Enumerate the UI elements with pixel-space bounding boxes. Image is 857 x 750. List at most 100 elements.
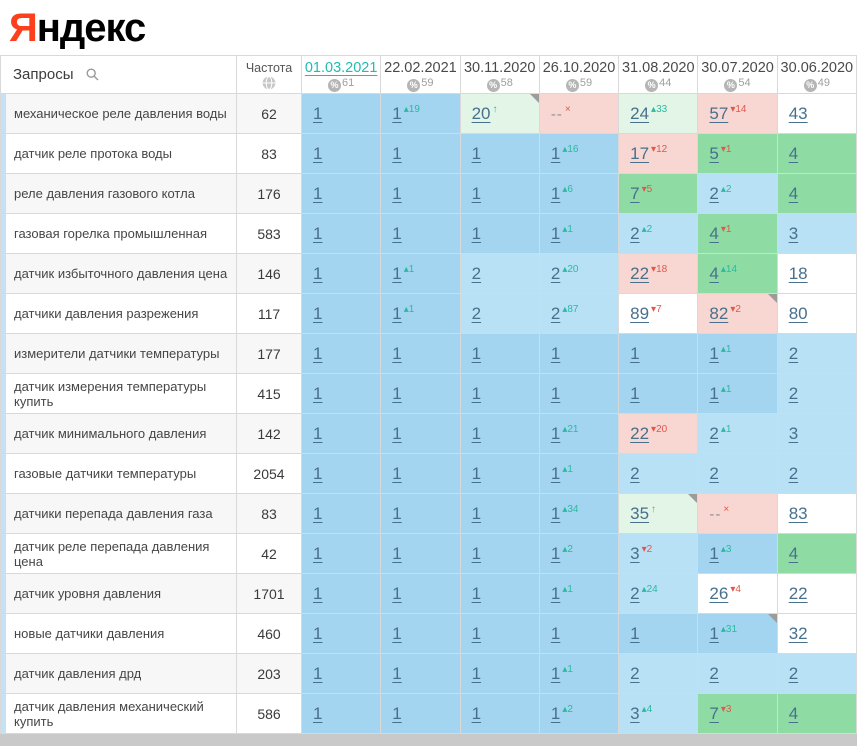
position-cell[interactable]: 1 ▴1 [538,453,620,494]
query-cell[interactable]: датчик давления дрд [0,653,237,694]
position-value[interactable]: 1 [471,143,482,163]
position-cell[interactable]: 1 [380,333,461,374]
position-cell[interactable]: 1 [300,373,382,414]
position-value[interactable]: 3 [630,543,640,563]
position-value[interactable]: 1 [709,343,719,363]
position-value[interactable]: 26 [709,583,729,603]
position-value[interactable]: 4 [788,703,799,723]
position-cell[interactable]: 5 ▾1 [697,133,778,174]
search-icon[interactable] [86,68,99,81]
position-value[interactable]: 1 [313,143,323,163]
query-cell[interactable]: датчик реле перепада давления цена [0,533,237,574]
position-cell[interactable]: 1 [459,373,540,414]
position-value[interactable]: 4 [788,543,799,563]
position-value[interactable]: 22 [630,423,650,443]
position-cell[interactable]: 2 [459,253,540,294]
position-value[interactable]: 3 [788,223,799,243]
position-value[interactable]: 7 [630,183,640,203]
position-value[interactable]: 35 [630,503,650,523]
position-value[interactable]: 1 [471,463,482,483]
position-value[interactable]: 1 [550,543,561,563]
position-cell[interactable]: 1 [300,253,382,294]
position-cell[interactable]: 1 ▴21 [538,413,620,454]
position-value[interactable]: 5 [709,143,719,163]
position-value[interactable]: 2 [788,463,799,483]
position-cell[interactable]: 1 ▴1 [538,213,620,254]
position-cell[interactable]: 1 [300,493,382,534]
position-value[interactable]: 1 [550,343,561,363]
position-cell[interactable]: 1 [618,373,699,414]
position-cell[interactable]: 3 [776,413,857,454]
position-cell[interactable]: 17 ▾12 [618,133,699,174]
position-cell[interactable]: -- × [697,493,778,534]
position-cell[interactable]: 1 [459,493,540,534]
query-cell[interactable]: датчик давления механический купить [0,693,237,734]
position-value[interactable]: 3 [630,703,640,723]
position-value[interactable]: 1 [313,623,323,643]
position-cell[interactable]: 2 ▴1 [697,413,778,454]
position-value[interactable]: 1 [392,263,402,283]
position-value[interactable]: 1 [550,663,561,683]
position-value[interactable]: 1 [550,183,561,203]
position-cell[interactable]: -- × [538,93,620,134]
date-link[interactable]: 26.10.2020 [542,59,616,76]
position-cell[interactable]: 7 ▾3 [697,693,778,734]
position-cell[interactable]: 2 ▴2 [618,213,699,254]
position-value[interactable]: 1 [471,423,482,443]
position-value[interactable]: 1 [313,503,323,523]
position-value[interactable]: 1 [392,663,402,683]
query-cell[interactable]: датчики перепада давления газа [0,493,237,534]
position-cell[interactable]: 2 [776,453,857,494]
position-value[interactable]: 24 [630,103,650,123]
date-link[interactable]: 30.11.2020 [463,59,536,76]
position-value[interactable]: 1 [392,383,402,403]
position-value[interactable]: 1 [392,303,402,323]
position-value[interactable]: 1 [471,663,482,683]
position-value[interactable]: 1 [550,383,561,403]
position-cell[interactable]: 1 [538,373,620,414]
position-value[interactable]: 83 [788,503,808,523]
position-cell[interactable]: 4 [776,533,857,574]
position-value[interactable]: 1 [550,583,561,603]
position-value[interactable]: 22 [630,263,650,283]
position-cell[interactable]: 1 [459,613,540,654]
position-cell[interactable]: 2 [618,453,699,494]
position-cell[interactable]: 83 [776,493,857,534]
date-link[interactable]: 22.02.2021 [384,59,457,76]
date-link[interactable]: 31.08.2020 [621,59,695,76]
position-cell[interactable]: 18 [776,253,857,294]
position-value[interactable]: 1 [471,383,482,403]
position-cell[interactable]: 4 [776,173,857,214]
query-cell[interactable]: датчик избыточного давления цена [0,253,237,294]
position-value[interactable]: 80 [788,303,808,323]
position-cell[interactable]: 1 ▴31 [697,613,778,654]
position-cell[interactable]: 1 [380,693,461,734]
position-cell[interactable]: 1 [459,333,540,374]
position-cell[interactable]: 1 [459,453,540,494]
position-cell[interactable]: 1 [380,173,461,214]
position-cell[interactable]: 35 ↑ [618,493,699,534]
position-cell[interactable]: 1 [300,653,382,694]
position-cell[interactable]: 2 ▴87 [538,293,620,334]
query-cell[interactable]: датчик измерения температуры купить [0,373,237,414]
position-value[interactable]: 3 [788,423,799,443]
query-cell[interactable]: механическое реле давления воды [0,93,237,134]
position-cell[interactable]: 1 [300,333,382,374]
date-link[interactable]: 30.07.2020 [701,59,774,76]
position-cell[interactable]: 1 [380,373,461,414]
position-cell[interactable]: 4 [776,133,857,174]
position-value[interactable]: 1 [471,183,482,203]
position-value[interactable]: 1 [550,423,561,443]
position-value[interactable]: 2 [550,303,561,323]
position-cell[interactable]: 22 ▾18 [618,253,699,294]
position-cell[interactable]: 20 ↑ [459,93,540,134]
position-cell[interactable]: 43 [776,93,857,134]
position-value[interactable]: 1 [313,663,323,683]
position-value[interactable]: 1 [313,343,323,363]
position-value[interactable]: 1 [392,183,402,203]
position-cell[interactable]: 1 [538,613,620,654]
position-cell[interactable]: 1 [459,173,540,214]
position-cell[interactable]: 1 [300,133,382,174]
position-cell[interactable]: 1 ▴3 [697,533,778,574]
position-cell[interactable]: 26 ▾4 [697,573,778,614]
